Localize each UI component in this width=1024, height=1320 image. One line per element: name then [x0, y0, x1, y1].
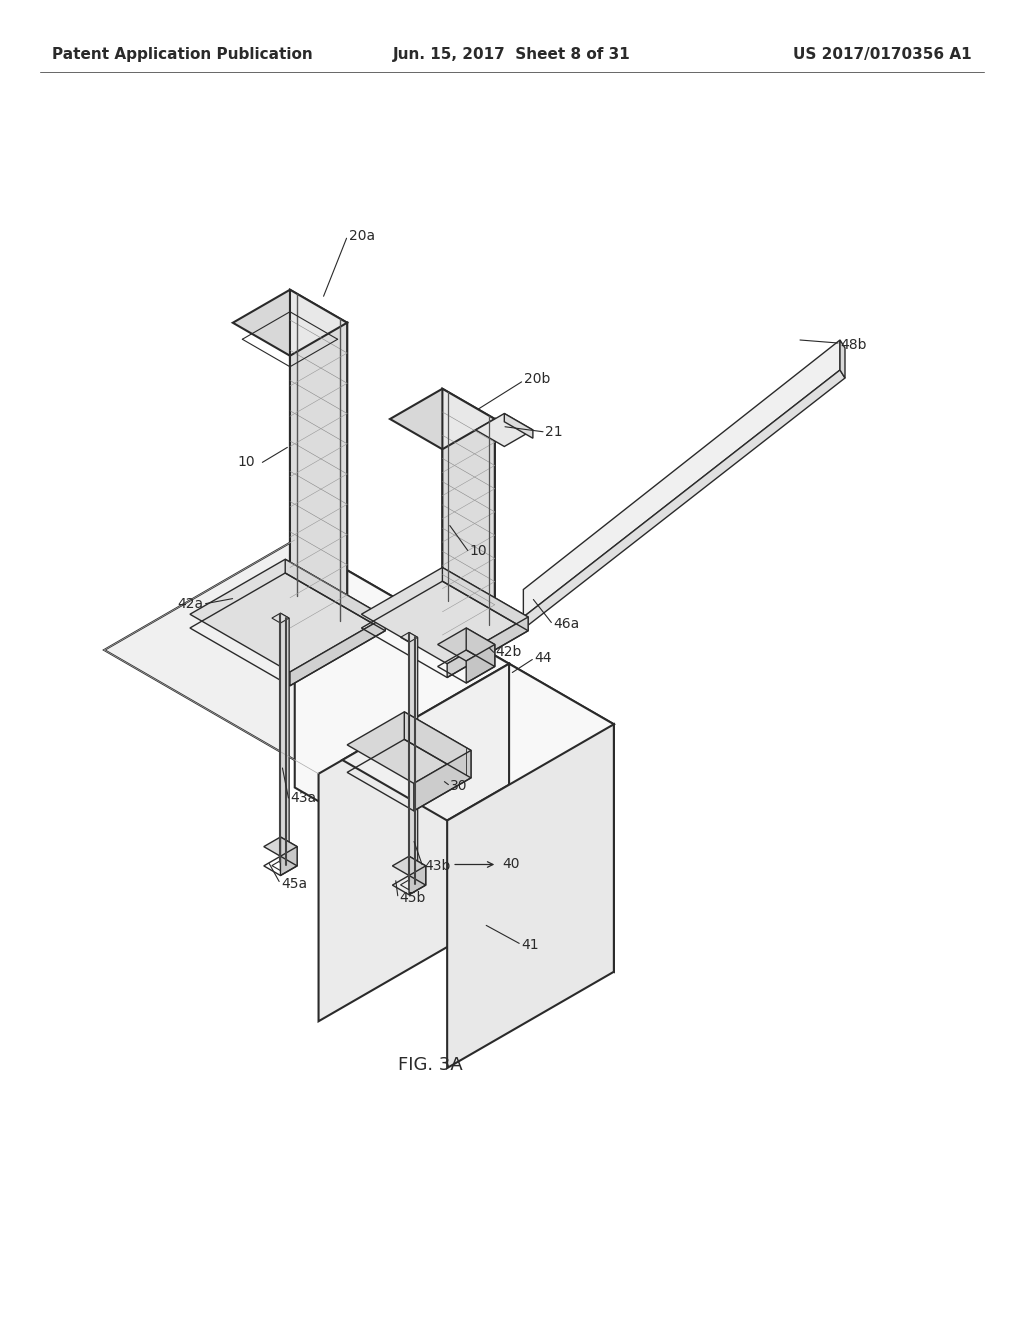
Polygon shape	[390, 389, 495, 449]
Polygon shape	[281, 846, 297, 875]
Polygon shape	[281, 614, 289, 866]
Text: 43a: 43a	[291, 791, 316, 805]
Polygon shape	[361, 568, 528, 664]
Polygon shape	[509, 664, 613, 972]
Polygon shape	[523, 341, 840, 616]
Polygon shape	[295, 540, 509, 911]
Text: 45a: 45a	[282, 876, 307, 891]
Polygon shape	[318, 664, 509, 1022]
Polygon shape	[104, 540, 509, 774]
Polygon shape	[409, 632, 418, 884]
Polygon shape	[290, 290, 347, 626]
Text: US 2017/0170356 A1: US 2017/0170356 A1	[794, 48, 972, 62]
Polygon shape	[404, 711, 471, 777]
Polygon shape	[447, 616, 528, 677]
Polygon shape	[342, 664, 613, 821]
Polygon shape	[466, 628, 495, 667]
Polygon shape	[409, 857, 426, 886]
Text: 42a: 42a	[177, 597, 204, 611]
Polygon shape	[290, 616, 385, 686]
Polygon shape	[290, 323, 347, 659]
Text: 44: 44	[535, 651, 552, 664]
Text: 45b: 45b	[399, 891, 426, 904]
Polygon shape	[281, 618, 289, 871]
Polygon shape	[840, 341, 845, 378]
Polygon shape	[286, 560, 385, 631]
Polygon shape	[466, 644, 495, 682]
Polygon shape	[190, 560, 385, 672]
Polygon shape	[442, 418, 495, 659]
Text: 43b: 43b	[424, 859, 451, 874]
Polygon shape	[392, 857, 426, 875]
Text: 20a: 20a	[348, 230, 375, 243]
Polygon shape	[437, 628, 495, 661]
Polygon shape	[442, 568, 528, 631]
Text: 21: 21	[545, 425, 562, 438]
Text: FIG. 3A: FIG. 3A	[397, 1056, 463, 1074]
Polygon shape	[476, 413, 532, 446]
Text: Patent Application Publication: Patent Application Publication	[52, 48, 312, 62]
Polygon shape	[232, 290, 347, 356]
Text: 30: 30	[451, 779, 468, 792]
Polygon shape	[409, 866, 426, 895]
Text: 40: 40	[502, 858, 519, 871]
Polygon shape	[447, 725, 613, 1068]
Polygon shape	[414, 750, 471, 810]
Text: 42b: 42b	[496, 645, 522, 659]
Text: 48b: 48b	[840, 338, 866, 352]
Polygon shape	[264, 837, 297, 857]
Text: 10: 10	[238, 455, 255, 470]
Text: Jun. 15, 2017  Sheet 8 of 31: Jun. 15, 2017 Sheet 8 of 31	[393, 48, 631, 62]
Polygon shape	[347, 711, 471, 783]
Polygon shape	[442, 389, 495, 628]
Text: 46a: 46a	[553, 618, 580, 631]
Text: 20b: 20b	[523, 372, 550, 385]
Polygon shape	[504, 413, 532, 438]
Polygon shape	[281, 837, 297, 866]
Polygon shape	[409, 638, 418, 890]
Polygon shape	[523, 370, 845, 624]
Text: 41: 41	[521, 939, 539, 952]
Text: 10: 10	[470, 544, 487, 557]
